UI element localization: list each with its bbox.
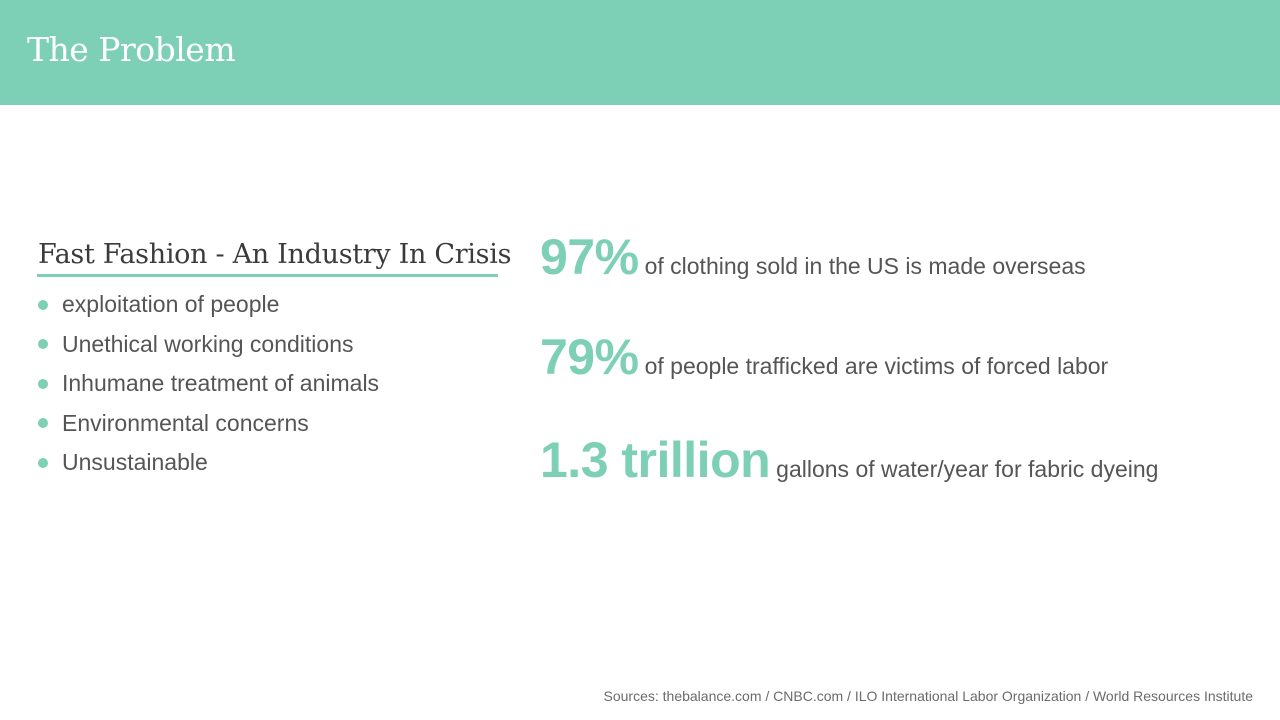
section-title-underline — [37, 274, 498, 277]
stat-value: 79% — [540, 329, 639, 385]
list-item-text: Inhumane treatment of animals — [62, 370, 380, 397]
bullet-dot-icon — [38, 339, 48, 350]
list-item-text: exploitation of people — [62, 291, 280, 318]
stat-description: of clothing sold in the US is made overs… — [644, 253, 1086, 279]
list-item: Unsustainable — [38, 443, 379, 483]
stat-forced-labor: 79% of people trafficked are victims of … — [540, 328, 1108, 386]
list-item: Unethical working conditions — [38, 325, 379, 365]
section-title: Fast Fashion - An Industry In Crisis — [38, 239, 512, 270]
stat-water-usage: 1.3 trillion gallons of water/year for f… — [540, 431, 1158, 489]
stat-description: gallons of water/year for fabric dyeing — [776, 456, 1159, 482]
header-bar: The Problem — [0, 0, 1280, 105]
sources-footnote: Sources: thebalance.com / CNBC.com / ILO… — [603, 688, 1254, 704]
list-item-text: Unsustainable — [62, 449, 208, 476]
stat-description: of people trafficked are victims of forc… — [644, 353, 1109, 379]
bullet-dot-icon — [38, 299, 48, 310]
list-item-text: Unethical working conditions — [62, 330, 354, 357]
stat-clothing-overseas: 97% of clothing sold in the US is made o… — [540, 228, 1086, 286]
issue-list: exploitation of people Unethical working… — [38, 285, 379, 483]
bullet-dot-icon — [38, 378, 48, 389]
list-item: exploitation of people — [38, 285, 379, 325]
bullet-dot-icon — [38, 418, 48, 429]
stat-value: 1.3 trillion — [540, 432, 771, 488]
bullet-dot-icon — [38, 457, 48, 468]
page-title: The Problem — [27, 30, 236, 69]
stat-value: 97% — [540, 229, 639, 285]
list-item: Inhumane treatment of animals — [38, 364, 379, 404]
list-item: Environmental concerns — [38, 404, 379, 444]
list-item-text: Environmental concerns — [62, 409, 309, 436]
